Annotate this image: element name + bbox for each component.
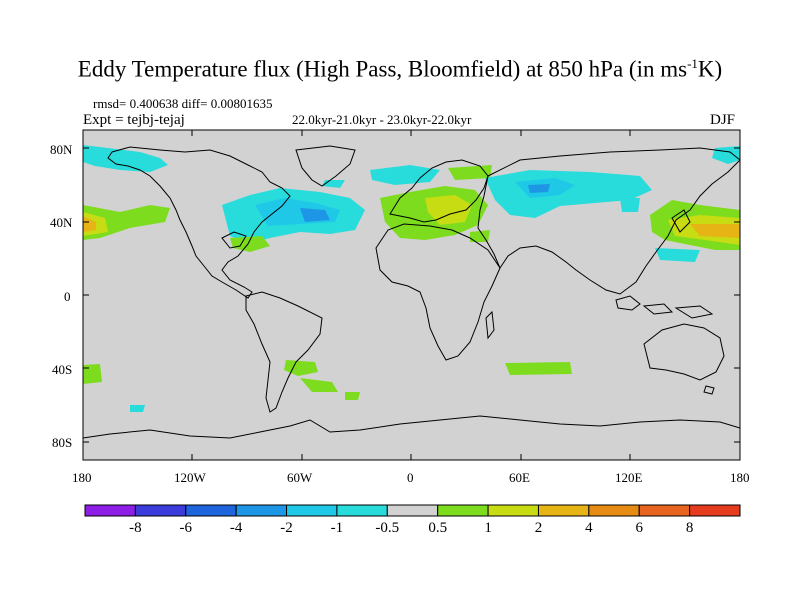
lat-tick-label: 80S	[52, 435, 73, 450]
anomaly-region	[230, 236, 270, 252]
coastline	[615, 295, 641, 311]
colorbar-box	[235, 504, 288, 517]
anomaly-region	[690, 224, 740, 238]
anomaly-region	[300, 378, 338, 392]
lat-tick-label: 40N	[50, 215, 73, 230]
colorbar-box	[336, 504, 388, 517]
colorbar-label: 6	[635, 520, 643, 536]
colorbar-label: -6	[179, 520, 193, 536]
colorbar-box	[537, 504, 590, 517]
colorbar-label: -4	[229, 520, 243, 536]
lat-tick-label: 0	[64, 289, 71, 304]
colorbar-label: -8	[129, 520, 142, 536]
colorbar-label: 1	[484, 520, 492, 536]
coastline	[245, 291, 323, 413]
colorbar-label: 0.5	[428, 520, 448, 536]
colorbar-box	[638, 504, 691, 517]
colorbar-box	[286, 504, 338, 517]
colorbar-label: 8	[685, 520, 694, 536]
anomaly-region	[505, 362, 572, 375]
anomaly-field	[83, 145, 740, 412]
anomaly-region	[130, 405, 145, 412]
anomaly-region	[528, 184, 550, 193]
colorbar-box	[689, 504, 741, 517]
lon-tick-label: 60E	[509, 470, 530, 485]
experiment-label: Expt = tejbj-tejaj	[83, 112, 185, 128]
plot-title: Eddy Temperature flux (High Pass, Bloomf…	[77, 56, 723, 82]
anomaly-region	[620, 198, 640, 212]
colorbar-box	[134, 504, 187, 517]
colorbar	[84, 504, 741, 517]
coastline	[643, 323, 725, 381]
anomaly-region	[284, 360, 318, 376]
season-label: DJF	[710, 112, 736, 128]
lon-tick-label: 120W	[174, 470, 206, 485]
stats-label: rmsd= 0.400638 diff= 0.00801635	[93, 96, 273, 111]
colorbar-box	[386, 504, 439, 517]
period-label: 22.0kyr-21.0kyr - 23.0kyr-22.0kyr	[292, 112, 472, 127]
coastline	[642, 303, 674, 315]
coastline	[674, 305, 714, 319]
anomaly-region	[83, 216, 96, 232]
coastline	[485, 310, 495, 340]
anomaly-region	[83, 145, 168, 172]
anomaly-region	[300, 208, 330, 222]
lat-tick-label: 40S	[52, 362, 73, 377]
coastline	[703, 385, 715, 395]
colorbar-box	[588, 504, 640, 517]
anomaly-region	[448, 165, 492, 180]
lon-tick-label: 60W	[287, 470, 313, 485]
lat-tick-label: 80N	[50, 142, 73, 157]
anomaly-region	[345, 392, 360, 400]
coastline	[83, 415, 740, 439]
colorbar-box	[437, 504, 489, 517]
coastline	[221, 231, 247, 249]
lon-tick-label: 180	[72, 470, 92, 485]
coastline	[671, 209, 691, 233]
colorbar-label: -1	[330, 520, 344, 536]
colorbar-box	[84, 504, 136, 517]
coastline	[375, 223, 501, 361]
lon-tick-label: 180	[730, 470, 750, 485]
coastlines	[83, 145, 740, 439]
colorbar-box	[185, 504, 237, 517]
coastline	[295, 145, 356, 187]
anomaly-region	[370, 165, 440, 185]
lon-tick-label: 120E	[615, 470, 643, 485]
coastline	[107, 146, 291, 299]
anomaly-region	[655, 248, 700, 262]
colorbar-label: -2	[280, 520, 293, 536]
coastline	[477, 147, 740, 295]
colorbar-label: 2	[534, 520, 543, 536]
tick-marks	[83, 130, 740, 460]
anomaly-region	[425, 195, 472, 225]
lon-tick-label: 0	[407, 470, 414, 485]
colorbar-box	[487, 504, 539, 517]
colorbar-label: 4	[585, 520, 593, 536]
colorbar-label: -0.5	[375, 520, 400, 536]
anomaly-region	[83, 364, 102, 384]
